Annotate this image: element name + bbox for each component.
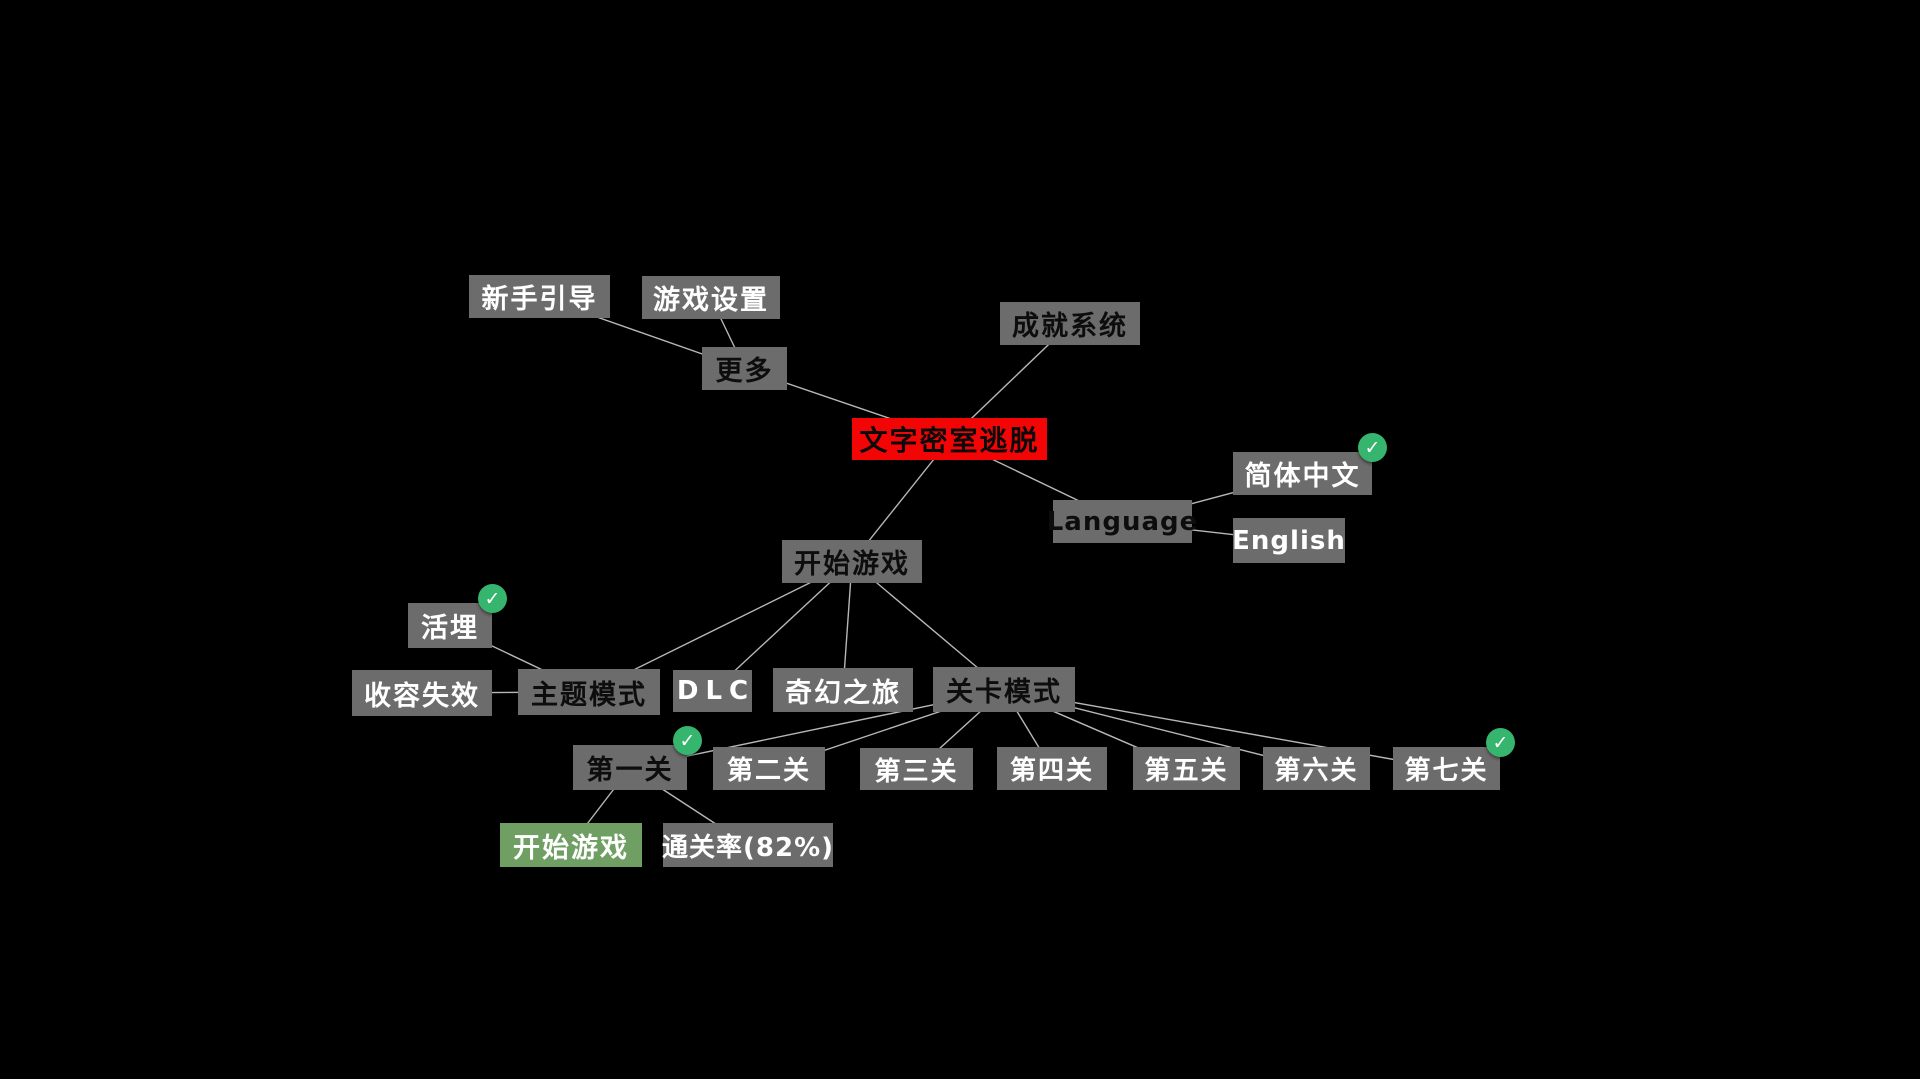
node-label: 更多: [715, 356, 774, 387]
node-label: 新手引导: [481, 284, 598, 315]
node-settings[interactable]: 游戏设置: [642, 276, 780, 319]
node-tutorial[interactable]: 新手引导: [469, 275, 610, 318]
node-containment-breach[interactable]: 收容失效: [352, 670, 492, 716]
node-label: 成就系统: [1012, 311, 1128, 342]
node-label: 开始游戏: [794, 549, 910, 580]
node-label: DLC: [676, 676, 756, 706]
node-start-level-1[interactable]: 开始游戏: [500, 823, 642, 867]
node-level-5[interactable]: 第五关: [1133, 747, 1240, 790]
node-more[interactable]: 更多: [702, 347, 787, 390]
node-label: 文字密室逃脱: [859, 424, 1040, 457]
check-icon: ✓: [478, 584, 507, 613]
node-dlc[interactable]: DLC: [673, 670, 752, 712]
node-label: 奇幻之旅: [785, 677, 901, 709]
node-level-6[interactable]: 第六关: [1263, 747, 1370, 790]
node-language[interactable]: Language: [1047, 500, 1197, 543]
node-label: 主题模式: [531, 679, 647, 711]
node-label: 游戏设置: [653, 285, 769, 316]
node-label: 关卡模式: [946, 677, 1062, 708]
node-simplified-chinese[interactable]: 简体中文 ✓: [1233, 433, 1387, 495]
node-label: 第二关: [726, 756, 811, 786]
node-label: 活埋: [421, 613, 479, 644]
check-icon: ✓: [1358, 433, 1387, 462]
node-label: Language: [1046, 506, 1199, 537]
node-start-game[interactable]: 开始游戏: [782, 540, 922, 583]
node-clear-rate[interactable]: 通关率(82%): [662, 823, 834, 867]
node-label: 简体中文: [1244, 461, 1361, 492]
node-label: 第三关: [874, 756, 959, 787]
node-label: 第四关: [1009, 756, 1094, 786]
edge: [712, 561, 853, 692]
node-english[interactable]: English: [1232, 518, 1346, 563]
node-label: 第六关: [1274, 756, 1359, 786]
node-level-mode[interactable]: 关卡模式: [933, 667, 1075, 712]
node-level-4[interactable]: 第四关: [997, 747, 1107, 790]
node-root[interactable]: 文字密室逃脱: [852, 418, 1047, 460]
node-level-3[interactable]: 第三关: [860, 748, 973, 790]
node-label: 第七关: [1404, 756, 1489, 786]
node-label: 开始游戏: [513, 832, 629, 864]
node-label: 收容失效: [364, 680, 480, 712]
node-level-2[interactable]: 第二关: [713, 747, 825, 790]
node-level-1[interactable]: 第一关 ✓: [573, 726, 702, 790]
node-fantasy-journey[interactable]: 奇幻之旅: [773, 668, 913, 712]
check-icon: ✓: [673, 726, 702, 755]
node-theme-mode[interactable]: 主题模式: [518, 669, 660, 715]
node-label: English: [1232, 525, 1346, 556]
node-buried-alive[interactable]: 活埋 ✓: [408, 584, 507, 648]
node-achievements[interactable]: 成就系统: [1000, 302, 1140, 345]
edge: [1003, 689, 1448, 770]
node-label: 第一关: [586, 755, 674, 786]
node-label: 第五关: [1144, 756, 1229, 786]
check-icon: ✓: [1486, 728, 1515, 757]
node-label: 通关率(82%): [662, 832, 834, 863]
node-level-7[interactable]: 第七关 ✓: [1393, 728, 1515, 790]
